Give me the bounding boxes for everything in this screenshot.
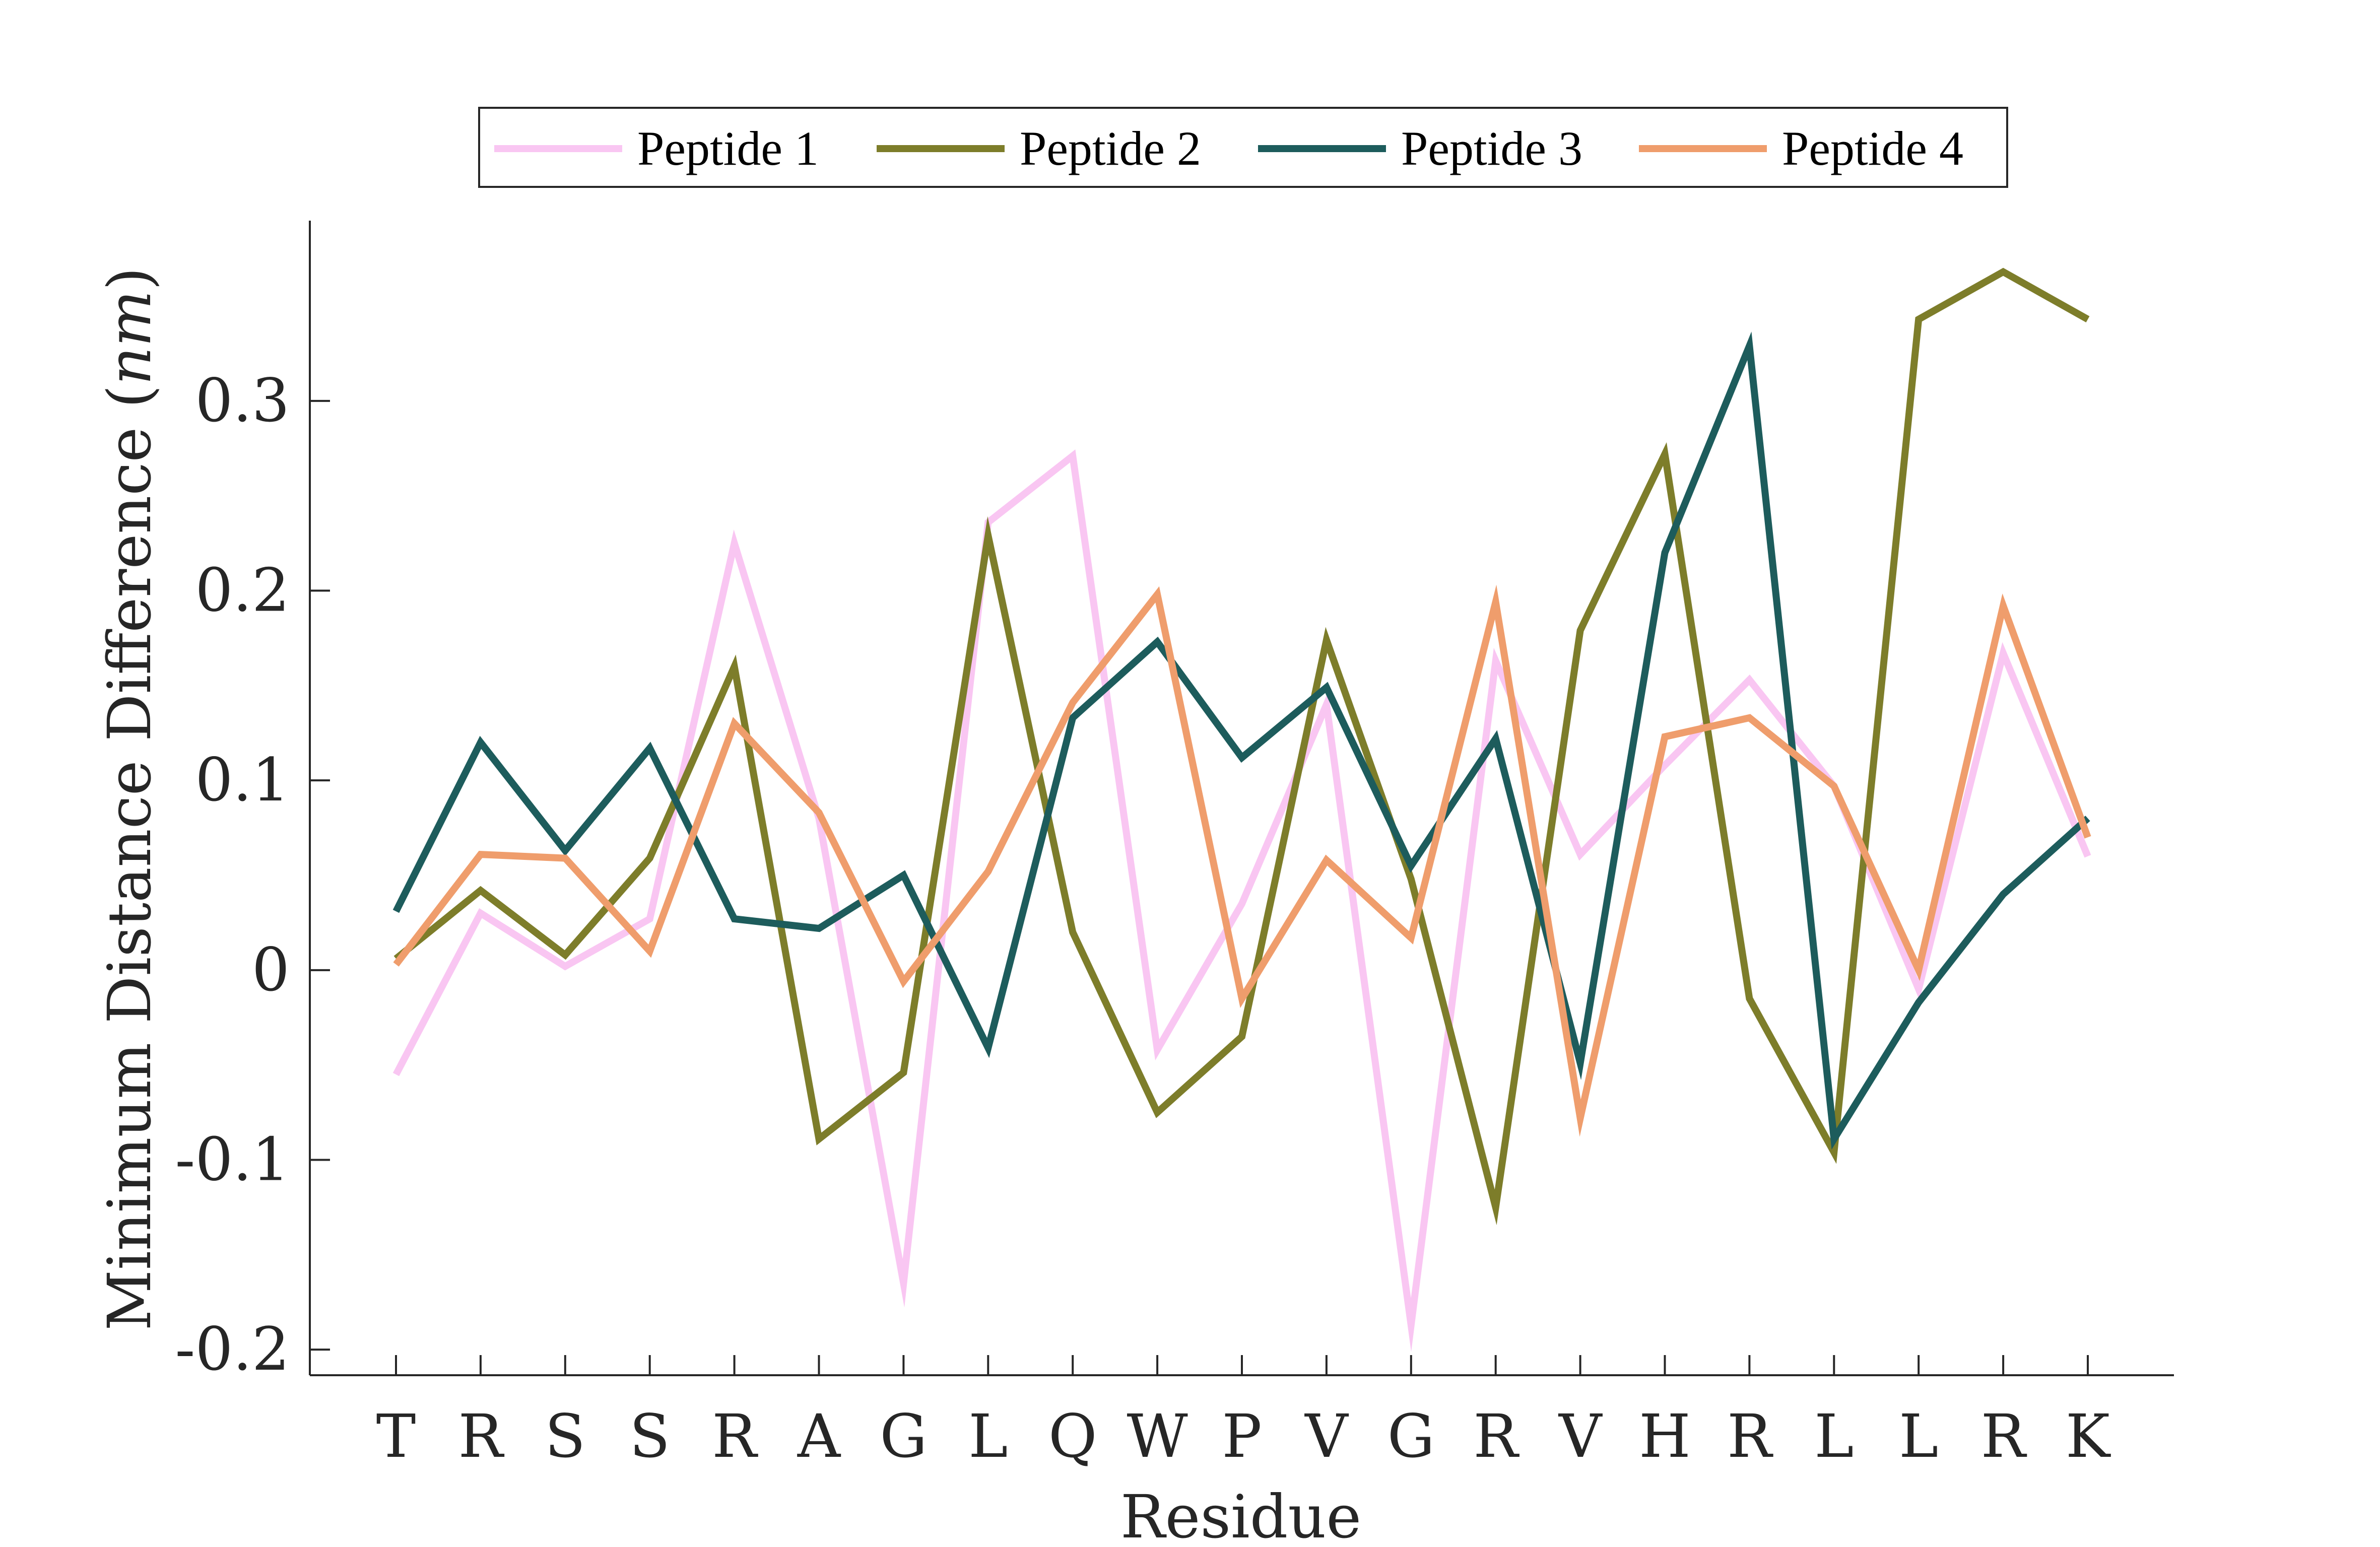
- y-axis-ticks: -0.2 -0.1 0 0.1 0.2 0.3: [175, 366, 330, 1384]
- y-tick-label: 0.2: [195, 555, 290, 625]
- x-tick-label: R: [712, 1401, 758, 1471]
- series-lines: [392, 267, 2091, 1352]
- x-tick-label: S: [629, 1401, 670, 1471]
- y-tick-label: 0.3: [195, 366, 290, 435]
- y-axis-title: Minimum Distance Difference (nm): [95, 267, 164, 1330]
- y-axis-title-unit: nm: [95, 290, 164, 385]
- x-tick-label: G: [880, 1401, 927, 1471]
- legend-label-1: Peptide 1: [637, 121, 819, 175]
- x-tick-label: L: [968, 1401, 1008, 1471]
- x-tick-label: V: [1558, 1401, 1603, 1471]
- x-tick-label: R: [1473, 1401, 1519, 1471]
- legend-label-2: Peptide 2: [1020, 121, 1201, 175]
- x-tick-label: A: [797, 1401, 841, 1471]
- x-tick-label: W: [1127, 1401, 1187, 1471]
- x-tick-label: T: [376, 1401, 416, 1471]
- y-tick-label: 0.1: [195, 745, 290, 815]
- x-tick-label: V: [1304, 1401, 1349, 1471]
- y-tick-label: 0: [252, 935, 290, 1004]
- x-tick-label: K: [2066, 1401, 2111, 1471]
- x-tick-label: R: [1727, 1401, 1773, 1471]
- x-tick-label: P: [1222, 1401, 1262, 1471]
- x-axis-title: Residue: [1120, 1482, 1361, 1547]
- x-tick-label: R: [458, 1401, 504, 1471]
- y-tick-label: -0.2: [175, 1314, 290, 1384]
- x-tick-label: H: [1639, 1401, 1691, 1471]
- legend: Peptide 1 Peptide 2 Peptide 3 Peptide 4: [478, 107, 2008, 188]
- series-line-2: [393, 267, 2090, 1226]
- series-line-3: [392, 331, 2090, 1150]
- y-tick-label: -0.1: [175, 1124, 290, 1194]
- x-tick-label: S: [545, 1401, 585, 1471]
- x-tick-label: L: [1899, 1401, 1938, 1471]
- y-axis-title-close: ): [95, 267, 164, 290]
- x-tick-label: L: [1814, 1401, 1854, 1471]
- x-tick-label: G: [1387, 1401, 1435, 1471]
- legend-label-4: Peptide 4: [1782, 121, 1963, 175]
- x-tick-label: Q: [1048, 1401, 1097, 1471]
- x-tick-label: R: [1981, 1401, 2027, 1471]
- series-line-4: [393, 584, 2091, 1137]
- legend-label-3: Peptide 3: [1401, 121, 1582, 175]
- y-axis-title-text: Minimum Distance Difference (: [95, 385, 164, 1330]
